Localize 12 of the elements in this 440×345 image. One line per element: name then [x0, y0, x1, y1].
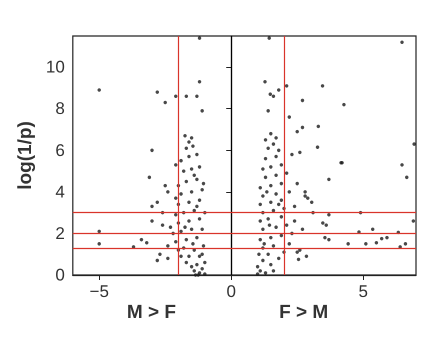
y-tick-label: 4 [55, 182, 65, 202]
y-tick-label: 6 [55, 140, 65, 160]
y-axis-title: log(1/p) [15, 121, 36, 190]
y-tick-label: 0 [55, 266, 65, 284]
x-tick-label: 0 [226, 282, 236, 301]
y-tick-label: 10 [46, 58, 65, 77]
text: F > M [279, 302, 328, 323]
x-tick-label: 5 [358, 282, 368, 301]
x-tick-label: −5 [90, 282, 109, 301]
y-tick-label: 8 [55, 99, 65, 118]
y-tick-label: 2 [55, 224, 65, 243]
text: M > F [126, 302, 176, 323]
